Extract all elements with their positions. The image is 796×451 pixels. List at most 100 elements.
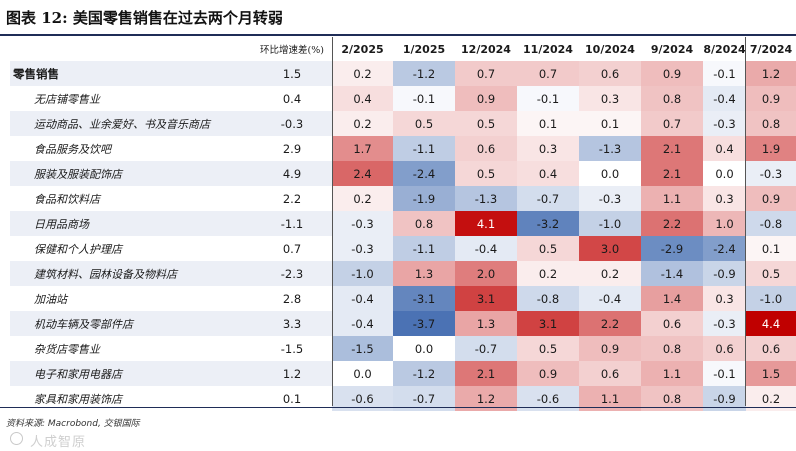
footer-divider (0, 407, 796, 408)
yoy-value: 4.9 (282, 166, 302, 181)
heatmap-cell: -1.9 (393, 186, 455, 211)
heatmap-cell: 1.9 (746, 136, 796, 161)
heatmap-cell: 0.9 (641, 61, 703, 86)
yoy-value: -2.3 (280, 266, 304, 281)
month-column-header: 8/2024 (703, 42, 746, 56)
page-title: 图表 12: 美国零售销售在过去两个月转弱 (6, 9, 283, 27)
heatmap-cell: 0.4 (332, 86, 393, 111)
heatmap-cell: -0.7 (455, 336, 517, 361)
heatmap-cell: 2.4 (332, 161, 393, 186)
table-row: 食品服务及饮吧 2.9 1.7 -1.1 0.6 0.3 -1.3 2.1 0.4 1.9 (10, 136, 796, 161)
row-label: 日用品商场 (34, 217, 89, 231)
yoy-value: 1.5 (282, 66, 302, 81)
heatmap-cell: 1.5 (746, 361, 796, 386)
heatmap-cell: -0.8 (517, 286, 579, 311)
heatmap-cell: 0.2 (579, 261, 641, 286)
heatmap-cell: -2.4 (703, 236, 746, 261)
heatmap-cell: 0.0 (393, 336, 455, 361)
watermark-logo-icon (10, 432, 23, 445)
heatmap-cell: -0.1 (703, 61, 746, 86)
heatmap-cell: -0.1 (517, 86, 579, 111)
heatmap-cell: -0.7 (517, 186, 579, 211)
yoy-value: 2.9 (282, 141, 302, 156)
table-row: 杂货店零售业 -1.5 -1.5 0.0 -0.7 0.5 0.9 0.8 0.6 0.6 (10, 336, 796, 361)
heatmap-cell: 1.4 (641, 286, 703, 311)
row-label: 加油站 (34, 292, 67, 306)
yoy-value: 0.4 (282, 91, 302, 106)
source-note: 资料来源: Macrobond, 交银国际 (6, 419, 140, 429)
heatmap-cell: 0.6 (455, 136, 517, 161)
row-label: 家具和家用装饰店 (34, 392, 122, 406)
heatmap-cell: -0.7 (393, 386, 455, 411)
heatmap-cell: 0.9 (517, 361, 579, 386)
heatmap-cell: 3.0 (579, 236, 641, 261)
heatmap-cell: 0.3 (579, 86, 641, 111)
table-row: 无店铺零售业 0.4 0.4 -0.1 0.9 -0.1 0.3 0.8 -0.4 0.9 (10, 86, 796, 111)
row-label: 机动车辆及零部件店 (34, 317, 133, 331)
heatmap-cell: 0.2 (332, 61, 393, 86)
table-header-row: 环比增速差(%) 2/2025 1/2025 12/2024 11/2024 10/202… (10, 37, 796, 61)
row-label: 食品和饮料店 (34, 192, 100, 206)
heatmap-cell: -2.9 (641, 236, 703, 261)
row-label: 服装及服装配饰店 (34, 167, 122, 181)
yoy-value: 1.2 (282, 366, 302, 381)
heatmap-cell: -0.3 (703, 111, 746, 136)
heatmap-cell: -0.9 (703, 386, 746, 411)
heatmap-cell: -1.0 (332, 261, 393, 286)
heatmap-cell: -0.4 (332, 286, 393, 311)
heatmap-cell: 0.3 (517, 136, 579, 161)
heatmap-cell: 1.7 (332, 136, 393, 161)
heatmap-cell: 0.0 (332, 361, 393, 386)
yoy-value: 0.1 (282, 391, 302, 406)
heatmap-cell: 1.0 (703, 211, 746, 236)
heatmap-cell: 0.2 (517, 261, 579, 286)
table-row: 运动商品、业余爱好、书及音乐商店 -0.3 0.2 0.5 0.5 0.1 0.1 0.7 -0… (10, 111, 796, 136)
heatmap-cell: -1.4 (641, 261, 703, 286)
heatmap-cell: 0.8 (641, 386, 703, 411)
heatmap-cell: 4.4 (746, 311, 796, 336)
heatmap-cell: -1.0 (746, 286, 796, 311)
yoy-value: -1.1 (280, 216, 304, 231)
heatmap-cell: 0.2 (332, 111, 393, 136)
table-row: 加油站 2.8 -0.4 -3.1 3.1 -0.8 -0.4 1.4 0.3 -1.0 (10, 286, 796, 311)
heatmap-cell: 2.0 (455, 261, 517, 286)
heatmap-cell: 0.6 (641, 311, 703, 336)
yoy-value: 2.2 (282, 191, 302, 206)
heatmap-cell: 0.5 (517, 236, 579, 261)
heatmap-cell: -1.3 (579, 136, 641, 161)
heatmap-cell: 0.1 (579, 111, 641, 136)
heatmap-cell: -1.3 (455, 186, 517, 211)
table-row: 电子和家用电器店 1.2 0.0 -1.2 2.1 0.9 0.6 1.1 -0.1 1.5 (10, 361, 796, 386)
heatmap-cell: 0.6 (746, 336, 796, 361)
yoy-value: 2.8 (282, 291, 302, 306)
heatmap-cell: -1.2 (393, 361, 455, 386)
heatmap-cell: 0.8 (746, 111, 796, 136)
heatmap-cell: -0.4 (579, 286, 641, 311)
month-column-header: 2/2025 (341, 42, 384, 56)
heatmap-cell: -3.2 (517, 211, 579, 236)
table-row: 建筑材料、园林设备及物料店 -2.3 -1.0 1.3 2.0 0.2 0.2 -1.4 -0.… (10, 261, 796, 286)
heatmap-cell: 3.1 (517, 311, 579, 336)
heatmap-cell: -0.4 (455, 236, 517, 261)
heatmap-cell: -0.3 (746, 161, 796, 186)
row-label: 电子和家用电器店 (34, 367, 122, 381)
heatmap-cell: -0.3 (332, 211, 393, 236)
heatmap-cell: 0.7 (455, 61, 517, 86)
heatmap-cell: 0.5 (393, 111, 455, 136)
heatmap-cell: -0.6 (517, 386, 579, 411)
heatmap-cell: -1.1 (393, 136, 455, 161)
heatmap-cell: -0.4 (332, 311, 393, 336)
table-row: 机动车辆及零部件店 3.3 -0.4 -3.7 1.3 3.1 2.2 0.6 -0.3 4.4 (10, 311, 796, 336)
heatmap-cell: 0.6 (579, 361, 641, 386)
heatmap-cell: -0.1 (703, 361, 746, 386)
heatmap-cell: 0.5 (455, 161, 517, 186)
watermark: 人成智原 (30, 435, 87, 450)
heatmap-cell: 0.3 (703, 186, 746, 211)
heatmap-cell: -2.4 (393, 161, 455, 186)
heatmap-cell: -1.1 (393, 236, 455, 261)
heatmap-cell: 0.7 (641, 111, 703, 136)
heatmap-cell: 0.8 (393, 211, 455, 236)
heatmap-cell: 3.1 (455, 286, 517, 311)
heatmap-cell: -0.1 (393, 86, 455, 111)
table-row: 食品和饮料店 2.2 0.2 -1.9 -1.3 -0.7 -0.3 1.1 0.3 0.9 (10, 186, 796, 211)
